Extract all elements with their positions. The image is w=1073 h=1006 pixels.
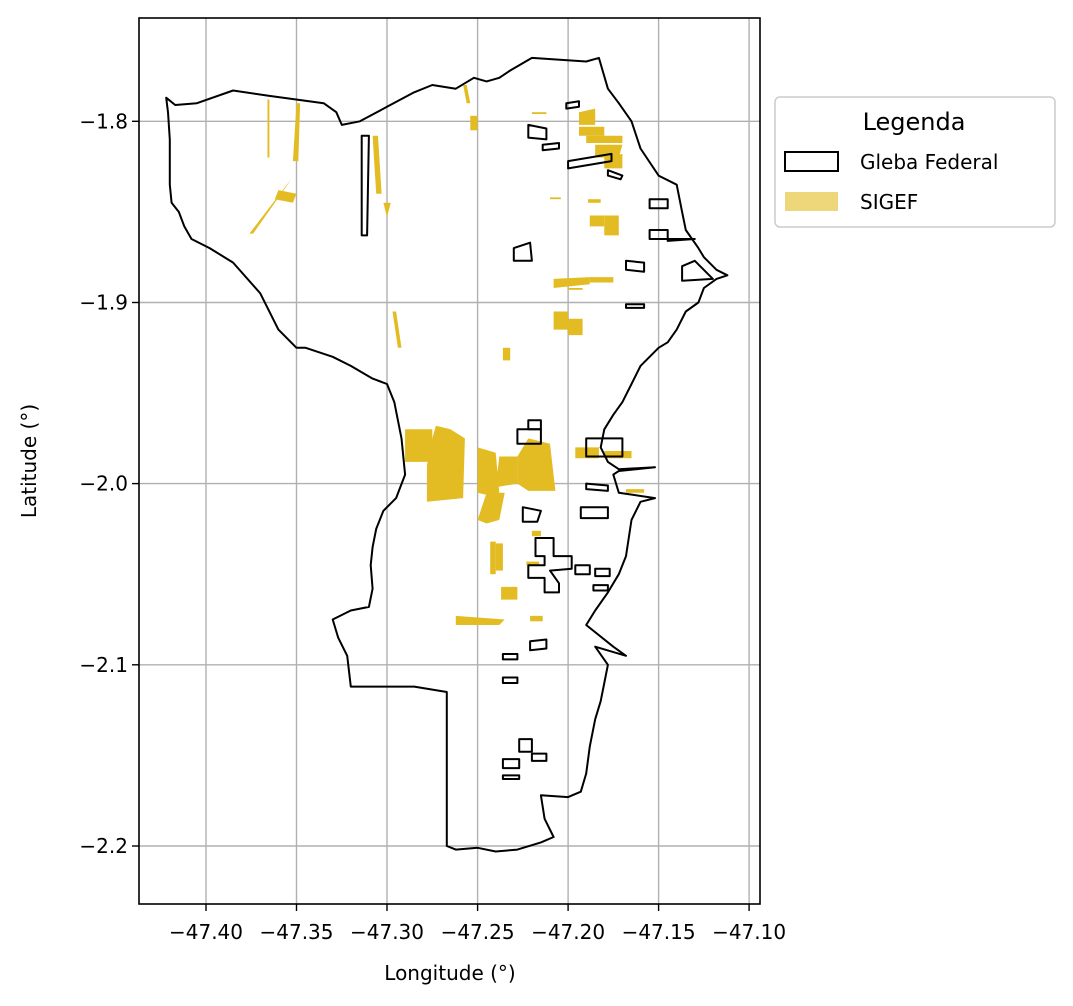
gleba-federal-parcel <box>527 537 573 594</box>
sigef-parcel <box>589 277 614 283</box>
y-tick-label: −1.8 <box>79 109 128 133</box>
sigef-parcel <box>626 489 645 493</box>
sigef-parcel <box>531 112 547 114</box>
sigef-parcel <box>517 438 556 491</box>
x-tick-label: −47.15 <box>622 920 696 944</box>
x-tick-label: −47.40 <box>169 920 243 944</box>
sigef-parcel <box>568 288 583 290</box>
legend-swatch-gleba-federal <box>784 151 839 172</box>
sigef-parcel <box>274 190 297 203</box>
plot-area-frame <box>138 17 761 905</box>
gleba-federal-parcel <box>521 506 542 523</box>
gleba-federal-parcel <box>585 437 624 458</box>
sigef-parcel <box>405 429 433 462</box>
gleba-federal-parcel <box>529 638 548 652</box>
sigef-parcel <box>463 85 471 104</box>
y-tick-label: −2.0 <box>79 472 128 496</box>
sigef-parcel <box>502 347 511 361</box>
gleba-federal-parcel <box>530 752 548 762</box>
legend-label-sigef: SIGEF <box>860 190 918 214</box>
gleba-federal-parcel <box>681 259 714 282</box>
sigef-parcel <box>579 126 605 136</box>
y-tick-label: −2.2 <box>79 834 128 858</box>
gleba-federal-parcel <box>565 100 580 110</box>
legend-box <box>774 96 1056 228</box>
sigef-parcel <box>579 108 596 125</box>
sigef-parcel <box>490 541 496 575</box>
legend: Legenda Gleba Federal SIGEF <box>774 96 1056 228</box>
gleba-federal-parcel <box>579 506 609 520</box>
sigef-parcel <box>392 311 402 348</box>
sigef-parcel <box>249 179 292 234</box>
sigef-parcel <box>267 99 270 158</box>
sigef-parcel <box>595 144 623 158</box>
legend-title: Legenda <box>863 108 966 136</box>
sigef-parcel <box>531 530 541 537</box>
sigef-parcel <box>372 135 382 194</box>
x-tick-label: −47.25 <box>441 920 515 944</box>
sigef-parcel <box>553 311 569 330</box>
sigef-parcel <box>292 103 301 162</box>
gleba-federal-parcel <box>666 238 696 242</box>
sigef-parcel <box>501 586 518 600</box>
x-tick-label: −47.20 <box>531 920 605 944</box>
tick-layer: −47.40 −47.35 −47.30 −47.25 −47.20 −47.15 −47.… <box>79 109 786 944</box>
y-axis-title: Latitude (°) <box>17 404 41 518</box>
sigef-parcel <box>495 543 503 571</box>
sigef-layer <box>249 85 645 625</box>
gleba-federal-parcel <box>501 774 521 780</box>
gleba-federal-boundary <box>165 56 729 853</box>
sigef-parcel <box>550 197 561 200</box>
gleba-federal-parcel <box>527 123 548 141</box>
gleba-federal-parcel <box>567 152 613 170</box>
gleba-federal-parcel <box>574 564 591 576</box>
sigef-parcel <box>604 153 623 169</box>
gleba-federal-parcel <box>541 142 560 152</box>
sigef-parcel <box>604 215 619 236</box>
sigef-parcel <box>589 215 605 227</box>
gleba-federal-parcel <box>592 584 609 592</box>
gleba-federal-parcel <box>501 758 521 770</box>
sigef-parcel <box>588 199 601 203</box>
gleba-federal-parcel <box>585 482 609 492</box>
gleba-federal-parcel <box>606 169 624 181</box>
sigef-parcel <box>426 425 465 502</box>
sigef-parcel <box>495 456 518 488</box>
gleba-federal-layer <box>165 56 729 853</box>
x-tick-label: −47.10 <box>712 920 786 944</box>
sigef-parcel <box>586 135 623 143</box>
gleba-federal-parcel <box>625 303 646 309</box>
gleba-federal-parcel <box>501 653 519 661</box>
gleba-federal-parcel <box>518 738 533 753</box>
sigef-parcel <box>568 318 583 336</box>
sigef-parcel <box>455 615 505 625</box>
gleba-federal-parcel <box>501 676 519 684</box>
y-tick-label: −2.1 <box>79 653 128 677</box>
x-tick-label: −47.35 <box>259 920 333 944</box>
x-axis-title: Longitude (°) <box>384 961 515 985</box>
sigef-parcel <box>477 447 500 495</box>
sigef-parcel <box>470 115 478 131</box>
gleba-federal-parcel <box>625 259 646 273</box>
sigef-parcel <box>477 492 505 524</box>
x-tick-label: −47.30 <box>350 920 424 944</box>
gleba-federal-parcel <box>594 567 611 578</box>
sigef-parcel <box>553 277 590 288</box>
legend-swatch-sigef <box>785 192 838 211</box>
gleba-federal-parcel <box>516 428 542 445</box>
gleba-federal-parcel <box>648 198 669 210</box>
y-tick-label: −1.9 <box>79 291 128 315</box>
sigef-parcel <box>530 615 543 622</box>
gleba-federal-parcel <box>360 134 370 237</box>
legend-label-gleba-federal: Gleba Federal <box>860 150 998 174</box>
gleba-federal-parcel <box>512 241 533 262</box>
sigef-parcel <box>383 202 391 218</box>
